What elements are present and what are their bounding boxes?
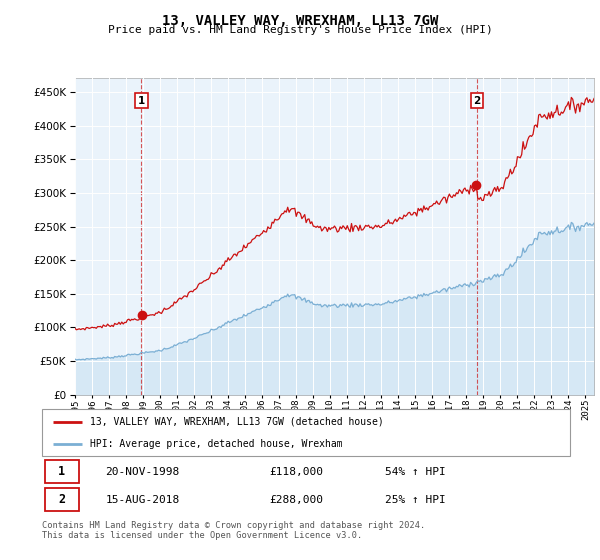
Text: 25% ↑ HPI: 25% ↑ HPI	[385, 495, 446, 505]
Text: Contains HM Land Registry data © Crown copyright and database right 2024.
This d: Contains HM Land Registry data © Crown c…	[42, 521, 425, 540]
FancyBboxPatch shape	[44, 460, 79, 483]
Text: 54% ↑ HPI: 54% ↑ HPI	[385, 467, 446, 477]
Text: 1: 1	[138, 96, 145, 105]
Text: 20-NOV-1998: 20-NOV-1998	[106, 467, 179, 477]
Text: Price paid vs. HM Land Registry's House Price Index (HPI): Price paid vs. HM Land Registry's House …	[107, 25, 493, 35]
FancyBboxPatch shape	[44, 488, 79, 511]
Text: 13, VALLEY WAY, WREXHAM, LL13 7GW: 13, VALLEY WAY, WREXHAM, LL13 7GW	[162, 14, 438, 28]
Text: 1: 1	[58, 465, 65, 478]
Text: HPI: Average price, detached house, Wrexham: HPI: Average price, detached house, Wrex…	[89, 438, 342, 449]
Text: 15-AUG-2018: 15-AUG-2018	[106, 495, 179, 505]
Text: £118,000: £118,000	[269, 467, 323, 477]
Text: 2: 2	[58, 493, 65, 506]
Text: 13, VALLEY WAY, WREXHAM, LL13 7GW (detached house): 13, VALLEY WAY, WREXHAM, LL13 7GW (detac…	[89, 417, 383, 427]
Text: 2: 2	[473, 96, 481, 105]
Text: £288,000: £288,000	[269, 495, 323, 505]
FancyBboxPatch shape	[42, 409, 570, 456]
